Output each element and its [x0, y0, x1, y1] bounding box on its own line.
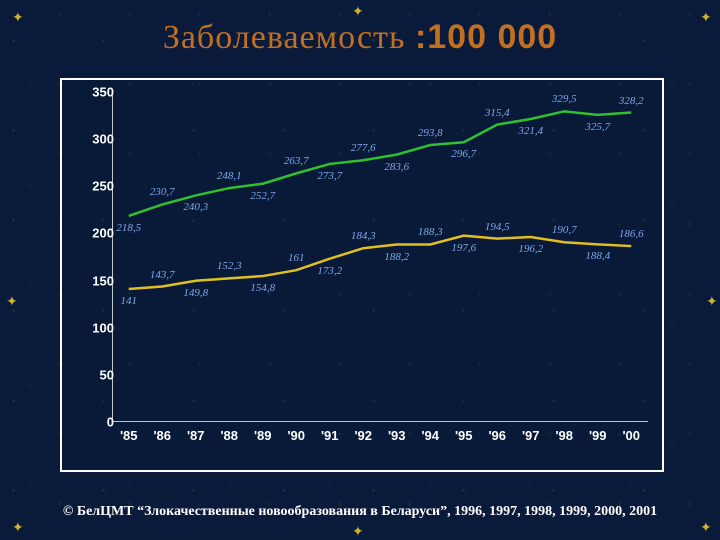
y-axis-label: 300 — [92, 132, 114, 147]
plot-area — [112, 92, 648, 422]
decorative-star: ✦ — [12, 522, 24, 536]
y-axis-label: 200 — [92, 226, 114, 241]
value-label: 190,7 — [552, 224, 577, 236]
value-label: 154,8 — [250, 282, 275, 294]
value-label: 296,7 — [451, 148, 476, 160]
value-label: 197,6 — [451, 242, 476, 254]
x-axis-label: '90 — [287, 428, 305, 443]
value-label: 173,2 — [317, 265, 342, 277]
value-label: 248,1 — [217, 170, 242, 182]
x-axis-label: '86 — [153, 428, 171, 443]
value-label: 252,7 — [250, 190, 275, 202]
x-axis-label: '93 — [388, 428, 406, 443]
value-label: 277,6 — [351, 142, 376, 154]
value-label: 240,3 — [183, 201, 208, 213]
value-label: 186,6 — [619, 228, 644, 240]
value-label: 141 — [121, 295, 138, 307]
x-axis-label: '00 — [622, 428, 640, 443]
decorative-star: ✦ — [700, 12, 712, 26]
x-axis-label: '98 — [555, 428, 573, 443]
chart-svg — [112, 92, 648, 422]
x-axis-label: '85 — [120, 428, 138, 443]
x-axis-label: '87 — [187, 428, 205, 443]
decorative-star: ✦ — [6, 296, 18, 310]
value-label: 325,7 — [585, 121, 610, 133]
y-axis-label: 50 — [100, 367, 114, 382]
x-axis-label: '95 — [455, 428, 473, 443]
value-label: 230,7 — [150, 186, 175, 198]
footer-citation: © БелЦМТ “Злокачественные новообразовани… — [0, 504, 720, 520]
series-upper — [129, 111, 632, 216]
y-axis-label: 0 — [107, 415, 114, 430]
x-axis-label: '97 — [522, 428, 540, 443]
x-axis-label: '94 — [421, 428, 439, 443]
decorative-star: ✦ — [352, 526, 364, 540]
y-axis-label: 100 — [92, 320, 114, 335]
value-label: 328,2 — [619, 95, 644, 107]
chart-container: 0 50 100 150 200 250 300 350 '85 '86 '87 '88 '89 '90 '… — [60, 78, 664, 472]
value-label: 188,3 — [418, 226, 443, 238]
value-label: 184,3 — [351, 230, 376, 242]
title-number: :100 000 — [415, 18, 557, 56]
title-prefix: Заболеваемость — [163, 19, 415, 56]
decorative-star: ✦ — [706, 296, 718, 310]
y-axis-label: 250 — [92, 179, 114, 194]
x-axis-label: '96 — [488, 428, 506, 443]
decorative-star: ✦ — [352, 6, 364, 20]
value-label: 143,7 — [150, 269, 175, 281]
y-axis-label: 150 — [92, 273, 114, 288]
value-label: 161 — [288, 252, 305, 264]
value-label: 149,8 — [183, 287, 208, 299]
value-label: 152,3 — [217, 260, 242, 272]
x-axis-label: '92 — [354, 428, 372, 443]
x-axis-label: '88 — [220, 428, 238, 443]
y-axis-label: 350 — [92, 85, 114, 100]
decorative-star: ✦ — [700, 522, 712, 536]
value-label: 273,7 — [317, 170, 342, 182]
value-label: 329,5 — [552, 93, 577, 105]
x-axis-label: '89 — [254, 428, 272, 443]
x-axis-label: '99 — [589, 428, 607, 443]
value-label: 293,8 — [418, 127, 443, 139]
series-lower — [129, 236, 632, 289]
value-label: 283,6 — [384, 161, 409, 173]
value-label: 263,7 — [284, 155, 309, 167]
value-label: 194,5 — [485, 221, 510, 233]
x-axis-label: '91 — [321, 428, 339, 443]
value-label: 196,2 — [518, 243, 543, 255]
decorative-star: ✦ — [12, 12, 24, 26]
value-label: 315,4 — [485, 107, 510, 119]
value-label: 218,5 — [116, 222, 141, 234]
value-label: 321,4 — [518, 125, 543, 137]
value-label: 188,4 — [585, 250, 610, 262]
value-label: 188,2 — [384, 251, 409, 263]
